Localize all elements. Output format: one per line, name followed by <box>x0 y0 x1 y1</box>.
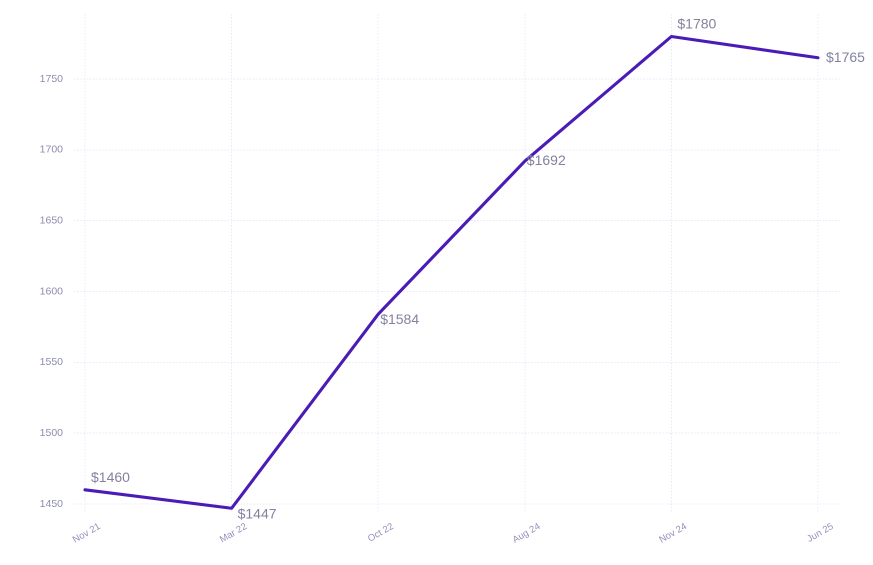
y-axis-tick-label: 1600 <box>40 285 64 297</box>
series-line <box>83 34 820 510</box>
x-axis-tick-label: Mar 22 <box>218 521 249 545</box>
x-axis-tick-label: Oct 22 <box>366 521 396 545</box>
data-point-label: $1692 <box>527 152 566 168</box>
x-axis-tick-label: Nov 21 <box>71 521 103 546</box>
data-point-label: $1780 <box>677 16 716 32</box>
y-axis-tick-label: 1650 <box>40 214 64 226</box>
data-point-label: $1584 <box>380 311 419 327</box>
x-axis-tick-label: Aug 24 <box>511 521 543 546</box>
vertical-gridlines <box>84 14 819 512</box>
x-axis-tick-label: Jun 25 <box>805 521 835 545</box>
x-axis-tick-label: Nov 24 <box>657 521 689 546</box>
data-point-label: $1765 <box>826 49 865 65</box>
y-axis-tick-label: 1450 <box>40 498 64 510</box>
y-axis-tick-label: 1500 <box>40 427 64 439</box>
data-series-line <box>83 34 820 510</box>
data-point-label: $1460 <box>91 469 130 485</box>
y-axis-tick-label: 1750 <box>40 73 64 85</box>
data-point-label: $1447 <box>238 505 277 521</box>
data-point-labels: $1460 $1447 $1584 $1692 $1780 $1765 <box>91 16 865 522</box>
y-axis-tick-label: 1550 <box>40 356 64 368</box>
y-axis-tick-label: 1700 <box>40 144 64 156</box>
horizontal-gridlines <box>74 78 841 505</box>
y-axis-tick-labels: 1450 1500 1550 1600 1650 1700 1750 <box>40 73 64 510</box>
x-axis-tick-labels: Nov 21 Mar 22 Oct 22 Aug 24 Nov 24 Jun 25 <box>71 521 836 546</box>
